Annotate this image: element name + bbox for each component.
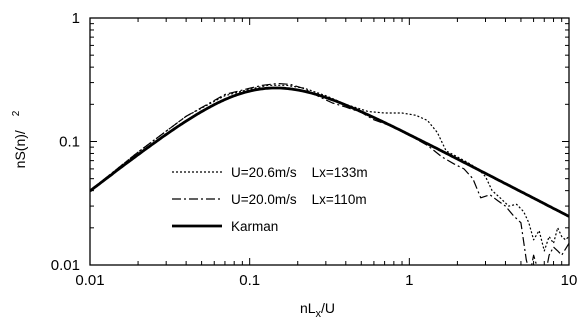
series-line-solid	[90, 86, 569, 218]
legend-label: Karman	[231, 219, 278, 234]
series-group	[90, 82, 569, 265]
legend-label: U=20.6m/s Lx=133m	[231, 165, 368, 180]
y-tick-label: 0.1	[59, 134, 80, 151]
series-line-dashdot	[90, 82, 569, 265]
x-tick-label: 1	[405, 272, 413, 289]
legend-label: U=20.0m/s Lx=110m	[231, 192, 367, 207]
y-tick-label: 0.01	[51, 257, 80, 274]
plot-frame	[89, 17, 570, 266]
x-tick-label: 0.01	[75, 272, 104, 289]
x-tick-label: 10	[561, 272, 578, 289]
x-tick-label: 0.1	[239, 272, 260, 289]
legend: U=20.6m/s Lx=133m U=20.0m/s Lx=110m Karman	[172, 165, 368, 234]
y-axis-title-text: nS(n)/2	[11, 110, 28, 168]
x-axis-title: nLx/U	[300, 300, 335, 320]
y-tick-label: 1	[72, 10, 80, 27]
y-axis-title: nS(n)/2	[11, 110, 28, 168]
series-line-dotted	[90, 84, 569, 252]
